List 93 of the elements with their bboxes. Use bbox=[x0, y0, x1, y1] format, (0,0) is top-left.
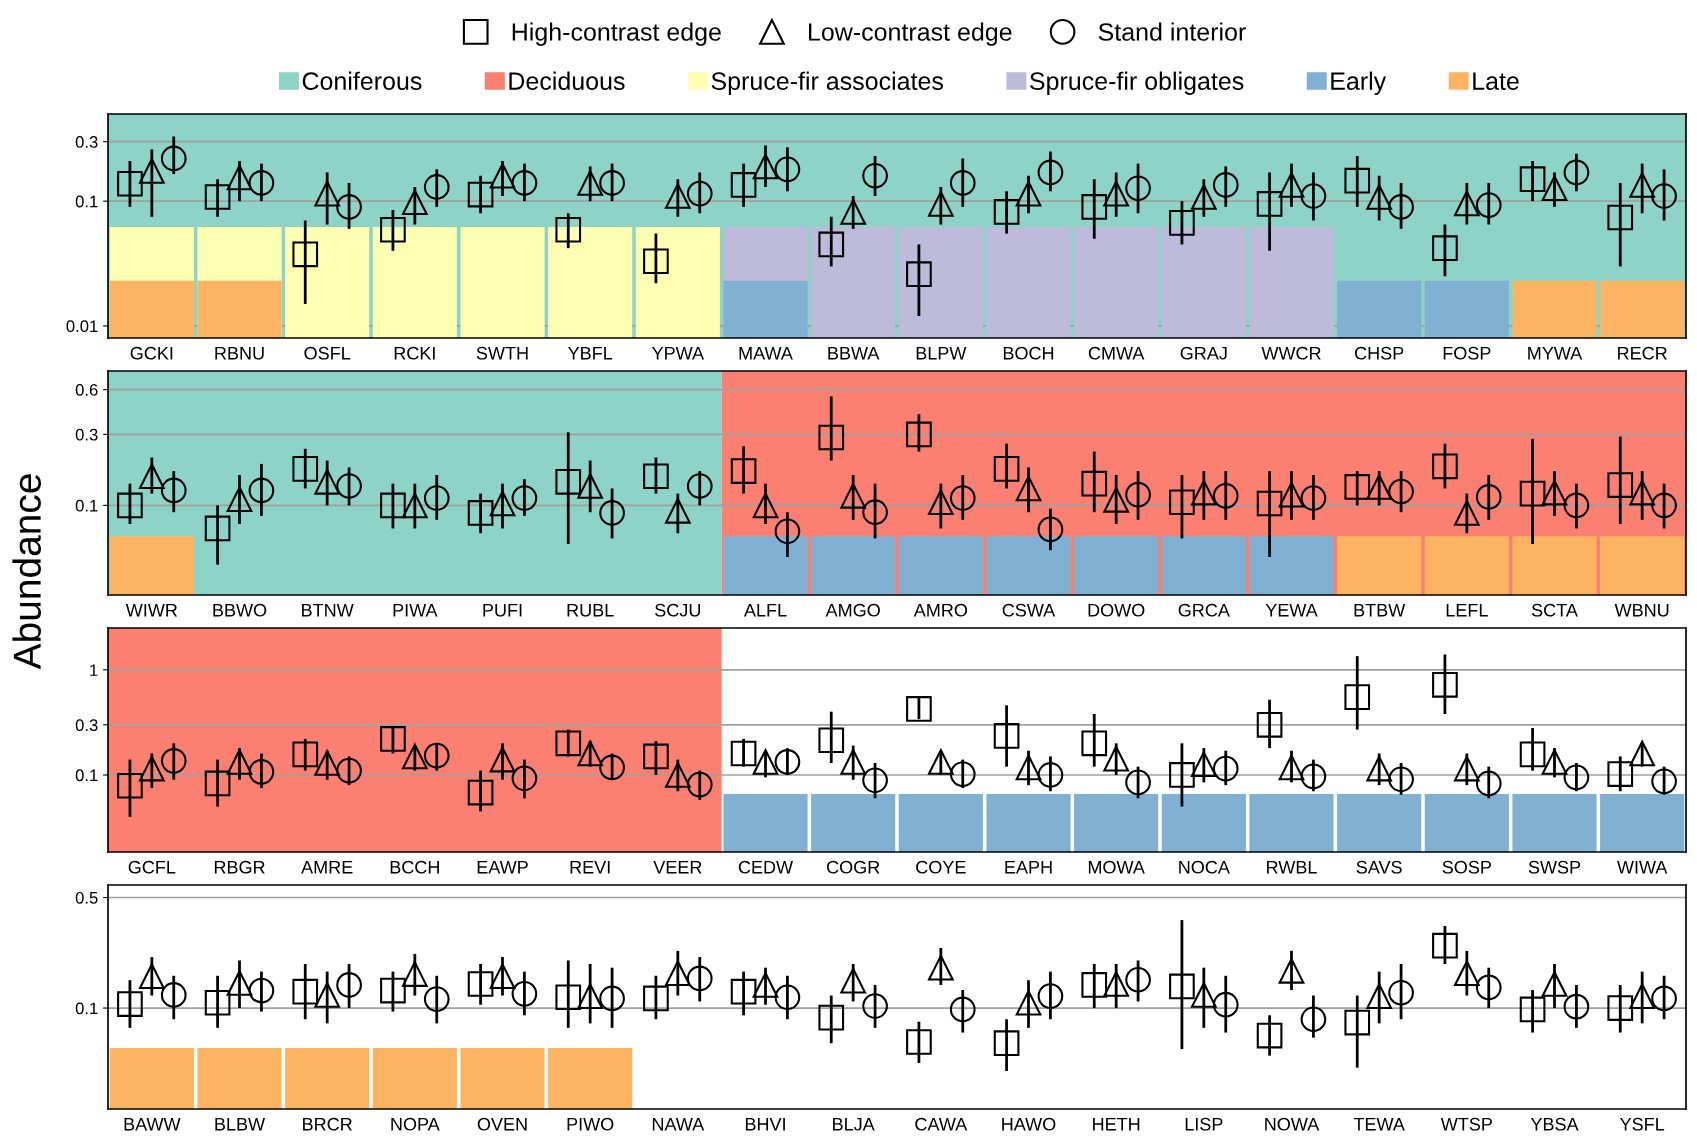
x-tick-label: RUBL bbox=[567, 604, 614, 617]
y-tick-label: 0.5 bbox=[75, 891, 98, 904]
x-tick-label: BCCH bbox=[390, 860, 439, 874]
x-tick-label: AMGO bbox=[825, 603, 880, 617]
x-tick-label: RECR bbox=[1618, 346, 1667, 360]
x-tick-label: NAWA bbox=[652, 1118, 705, 1131]
x-tick-label: TEWA bbox=[1353, 1118, 1405, 1131]
x-tick-label: REVI bbox=[570, 861, 610, 874]
x-tick-label: SCTA bbox=[1531, 603, 1578, 617]
y-tick-label: 0.01 bbox=[66, 320, 98, 333]
y-tick-label: 0.3 bbox=[75, 719, 98, 732]
x-tick-label: RCKI bbox=[394, 346, 435, 360]
x-tick-label: COYE bbox=[916, 860, 966, 874]
legend-label: Spruce-fir associates bbox=[711, 71, 943, 95]
x-tick-label: GRAJ bbox=[1180, 346, 1227, 360]
x-tick-label: FOSP bbox=[1443, 346, 1491, 360]
x-tick-label: BRCR bbox=[303, 1117, 352, 1131]
x-tick-label: EAPH bbox=[1005, 861, 1052, 874]
x-tick-label: WIWR bbox=[125, 604, 178, 617]
legend-label: Early bbox=[1331, 71, 1387, 95]
x-tick-label: WIWA bbox=[1617, 861, 1668, 874]
x-tick-label: BHVI bbox=[745, 1118, 785, 1131]
x-tick-label: HETH bbox=[1093, 1118, 1140, 1131]
x-tick-label: GCFL bbox=[128, 860, 176, 874]
y-tick-label: 0.1 bbox=[75, 499, 98, 512]
legend-label: Low-contrast edge bbox=[808, 22, 1012, 46]
y-tick-label: 0.1 bbox=[75, 195, 98, 208]
x-tick-label: PUFI bbox=[483, 604, 522, 617]
x-tick-label: BLBW bbox=[215, 1118, 266, 1131]
y-tick-label: 0.1 bbox=[75, 769, 98, 782]
legend-label: Deciduous bbox=[509, 71, 625, 90]
x-tick-label: BTBW bbox=[1354, 604, 1406, 617]
x-tick-label: YBFL bbox=[567, 347, 613, 360]
x-tick-label: LEFL bbox=[1446, 604, 1488, 617]
x-tick-label: GRCA bbox=[1178, 603, 1230, 617]
x-tick-label: RBNU bbox=[215, 347, 264, 360]
y-tick-label: 1 bbox=[90, 664, 98, 676]
x-tick-label: CMWA bbox=[1088, 346, 1145, 360]
y-axis-title: Abundance bbox=[12, 474, 41, 670]
x-tick-label: NOCA bbox=[1179, 860, 1230, 874]
x-tick-label: AMRE bbox=[301, 861, 353, 874]
x-tick-label: BBWO bbox=[213, 603, 267, 617]
x-tick-label: YEWA bbox=[1265, 604, 1318, 617]
y-tick-label: 0.6 bbox=[75, 383, 98, 396]
x-tick-label: MYWA bbox=[1528, 347, 1583, 360]
x-tick-label: SAVS bbox=[1356, 860, 1402, 874]
x-tick-label: GCKI bbox=[130, 346, 173, 360]
x-tick-label: RWBL bbox=[1267, 861, 1317, 874]
x-tick-label: CSWA bbox=[1002, 603, 1056, 617]
x-tick-label: YSFL bbox=[1619, 1117, 1665, 1131]
x-tick-label: YPWA bbox=[651, 347, 705, 360]
x-tick-label: BAWW bbox=[124, 1118, 181, 1131]
x-tick-label: MAWA bbox=[739, 347, 793, 360]
x-tick-label: BLJA bbox=[833, 1118, 875, 1131]
x-tick-label: PIWO bbox=[567, 1117, 614, 1131]
legend-label: Spruce-fir obligates bbox=[1030, 71, 1244, 95]
x-tick-label: NOPA bbox=[391, 1117, 440, 1131]
x-tick-label: OVEN bbox=[477, 1117, 527, 1131]
x-tick-label: NOWA bbox=[1265, 1117, 1320, 1131]
x-tick-label: LISP bbox=[1185, 1117, 1223, 1131]
legend-label: High-contrast edge bbox=[512, 22, 721, 46]
x-tick-label: WWCR bbox=[1261, 346, 1321, 360]
x-tick-label: AMRO bbox=[913, 603, 968, 617]
y-tick-label: 0.1 bbox=[75, 1002, 98, 1015]
x-tick-label: SCJU bbox=[655, 603, 701, 617]
x-tick-label: PIWA bbox=[393, 604, 438, 617]
x-tick-label: SWSP bbox=[1528, 860, 1581, 874]
legend-label: Late bbox=[1473, 72, 1519, 90]
x-tick-label: BOCH bbox=[1003, 346, 1054, 360]
x-tick-label: HAWO bbox=[1002, 1117, 1056, 1131]
x-tick-label: BLPW bbox=[916, 347, 967, 360]
x-tick-label: EAWP bbox=[477, 861, 528, 874]
x-tick-label: WBNU bbox=[1614, 604, 1669, 617]
x-tick-label: BBWA bbox=[828, 347, 880, 360]
x-tick-label: SOSP bbox=[1442, 860, 1491, 874]
x-tick-label: SWTH bbox=[476, 346, 528, 360]
x-tick-label: CEDW bbox=[738, 860, 794, 874]
x-tick-label: COGR bbox=[827, 860, 880, 874]
legend-label: Stand interior bbox=[1098, 22, 1246, 41]
x-tick-label: ALFL bbox=[743, 604, 787, 617]
legend-label: Coniferous bbox=[302, 71, 422, 90]
x-tick-label: CAWA bbox=[915, 1117, 968, 1131]
y-tick-label: 0.3 bbox=[75, 136, 98, 148]
x-tick-label: MOWA bbox=[1088, 860, 1145, 874]
x-tick-label: DOWO bbox=[1088, 603, 1145, 617]
x-tick-label: WTSP bbox=[1440, 1117, 1492, 1131]
x-tick-label: RBGR bbox=[214, 860, 265, 874]
y-tick-label: 0.3 bbox=[75, 428, 98, 441]
x-tick-label: BTNW bbox=[302, 604, 354, 617]
x-tick-label: OSFL bbox=[304, 346, 351, 360]
x-tick-label: VEER bbox=[653, 861, 702, 874]
x-tick-label: CHSP bbox=[1355, 346, 1404, 360]
x-tick-label: YBSA bbox=[1530, 1117, 1579, 1131]
